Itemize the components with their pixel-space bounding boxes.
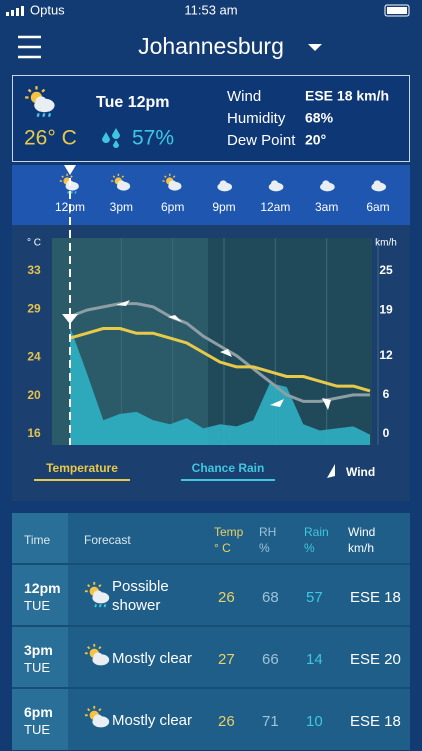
row-time: 12pm [24,580,61,596]
row-forecast: Mostly clear [112,649,193,667]
city-name[interactable]: Johannesburg [138,33,284,59]
time-label: 3pm [110,200,133,214]
forecast-table: Time Forecast Temp ° C RH% Rain% Wind km/h 12pm T… [12,513,410,750]
row-rain: 57 [306,589,323,606]
current-card [12,75,410,162]
column-header: ° C [214,541,231,555]
row-wind: ESE 20 [350,651,401,668]
forecast-row: 3pm TUE Mostly clear 27 66 14 ESE 20 [12,625,410,689]
row-rh: 66 [262,651,279,668]
column-header: Time [24,533,51,547]
legend-wind-icon [327,464,335,478]
temp-unit: ° C [27,238,41,249]
wind-unit: km/h [375,238,397,249]
column-header: Temp [214,525,244,539]
current-temp: 26° C [24,127,77,150]
battery-level [387,7,407,14]
column-header: Wind [348,525,376,539]
column-header: Forecast [84,533,131,547]
row-temp: 27 [218,651,235,668]
cursor-point [62,314,78,324]
row-icon [84,581,112,609]
row-rh: 68 [262,589,279,606]
wind-tick: 6 [383,387,390,401]
legend-wind[interactable]: Wind [346,465,375,479]
row-rain: 14 [306,651,323,668]
carrier: Optus [30,2,65,17]
signal [6,6,24,16]
forecast-row: 12pm TUE Possible shower 26 68 57 ESE 18 [12,563,410,627]
current-rain: 57% [132,127,174,150]
column-header: Rain [304,525,329,539]
legend-rain[interactable]: Chance Rain [192,461,265,475]
column-header: % [259,541,270,555]
column-header: % [304,541,315,555]
row-temp: 26 [218,589,235,606]
row-time: 6pm [24,704,53,720]
wind-label: Wind [227,88,261,105]
humidity-label: Humidity [227,110,286,127]
city-dropdown[interactable] [308,44,322,51]
time-label: 12am [260,200,290,214]
time-label: 9pm [212,200,235,214]
wind-tick: 25 [379,263,393,277]
battery [384,4,410,17]
row-rain: 10 [306,713,323,730]
legend-temperature[interactable]: Temperature [46,461,118,475]
cursor-handle[interactable] [64,165,76,175]
time-column [12,513,68,750]
row-temp: 26 [218,713,235,730]
series-line [69,327,371,393]
row-wind: ESE 18 [350,589,401,606]
row-time: 3pm [24,642,53,658]
dew-value: 20° [305,132,326,148]
column-header: RH [259,525,277,539]
time-label: 6am [366,200,389,214]
time-label: 3am [315,200,338,214]
wind-tick: 12 [379,348,393,362]
row-icon [84,705,111,729]
row-day: TUE [24,660,50,675]
menu-button[interactable] [18,35,41,59]
forecast-row: 6pm TUE Mostly clear 26 71 10 ESE 18 [12,687,410,751]
wind-tick: 19 [379,302,393,316]
row-wind: ESE 18 [350,713,401,730]
time-label: 6pm [161,200,184,214]
temp-tick: 33 [27,263,41,277]
column-header: km/h [348,541,375,555]
top-area: Optus 11:53 am Johannesburg Tue 12pm 26°… [6,2,410,481]
temp-tick: 16 [27,426,41,440]
rain-area [70,327,370,445]
dew-label: Dew Point [227,132,296,149]
wind-arrows [116,300,331,410]
clock: 11:53 am [184,2,237,17]
temp-tick: 29 [27,302,41,316]
row-forecast: Mostly clear [112,711,193,729]
humidity-value: 68% [305,110,334,126]
row-rh: 71 [262,713,279,730]
wind-tick: 0 [383,426,390,440]
row-day: TUE [24,598,50,613]
drops-icon [102,128,120,148]
temp-tick: 20 [27,388,41,402]
temp-tick: 24 [27,349,41,363]
row-day: TUE [24,722,50,737]
wind-value: ESE 18 km/h [305,88,389,104]
timeline-strip [12,165,410,225]
current-time: Tue 12pm [96,94,170,111]
row-forecast: Possible shower [112,578,169,614]
row-icon [84,643,111,667]
